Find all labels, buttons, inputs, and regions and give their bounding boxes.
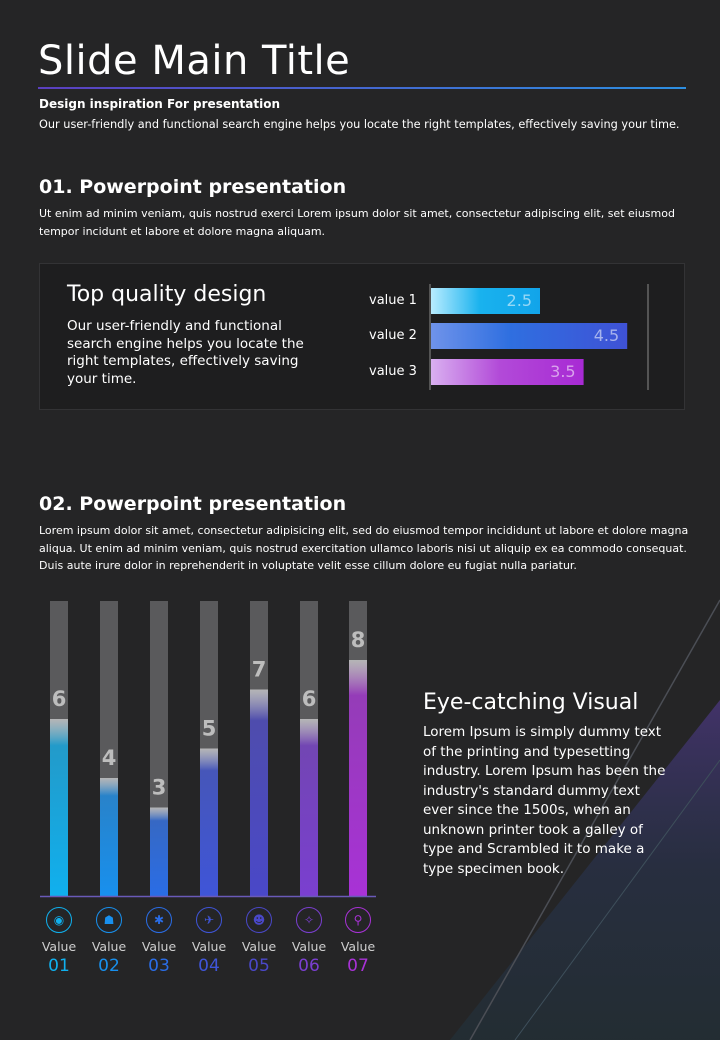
vbar-category-1: 01 <box>48 956 70 976</box>
card-text: Our user-friendly and functional search … <box>67 318 304 387</box>
hbar-value-1: 2.5 <box>506 291 532 310</box>
title-underline <box>38 87 686 89</box>
hbar-2 <box>431 323 628 349</box>
vbar-7 <box>349 660 367 896</box>
vbar-4 <box>200 748 218 896</box>
rocket-icon: ⚲ <box>345 907 371 933</box>
vbar-caption-7: Value <box>340 939 376 954</box>
vbar-value-7: 8 <box>351 628 366 652</box>
hbar-value-2: 4.5 <box>593 326 620 345</box>
section2-title: 02. Powerpoint presentation <box>39 493 347 515</box>
vbar-6 <box>300 719 318 896</box>
vbar-2 <box>100 778 118 896</box>
vbar-1 <box>50 719 68 896</box>
section1-text: Ut enim ad minim veniam, quis nostrud ex… <box>39 207 675 238</box>
vbar-value-6: 6 <box>302 687 317 711</box>
hbar-value-3: 3.5 <box>550 362 576 381</box>
vbar-caption-5: Value <box>241 939 277 954</box>
page-subtitle: Design inspiration For presentation <box>39 97 280 111</box>
vbar-value-3: 3 <box>152 776 167 800</box>
vbar-value-5: 7 <box>252 658 267 682</box>
hbar-label-1: value 1 <box>369 293 417 308</box>
hbar-label-2: value 2 <box>369 328 417 343</box>
vbar-3 <box>150 807 168 896</box>
vbar-value-4: 5 <box>202 717 217 741</box>
vbar-category-5: 05 <box>248 956 270 976</box>
section2-text: Lorem ipsum dolor sit amet, consectetur … <box>39 524 689 572</box>
hbar-1 <box>431 288 540 314</box>
vbar-caption-2: Value <box>91 939 127 954</box>
visual-title: Eye-catching Visual <box>423 690 639 715</box>
vbar-category-7: 07 <box>347 956 369 976</box>
visual-text: Lorem Ipsum is simply dummy text of the … <box>423 724 666 877</box>
robot-icon: ☗ <box>96 907 122 933</box>
vbar-category-3: 03 <box>148 956 170 976</box>
vbar-value-2: 4 <box>102 746 117 770</box>
eye-icon: ◉ <box>46 907 72 933</box>
vbar-caption-1: Value <box>41 939 77 954</box>
vbar-caption-6: Value <box>291 939 327 954</box>
vbar-category-2: 02 <box>98 956 120 976</box>
vbar-category-6: 06 <box>298 956 320 976</box>
vbar-5 <box>250 689 268 896</box>
alien-icon: ☻ <box>246 907 272 933</box>
hbar-3 <box>431 359 584 385</box>
hbar-label-3: value 3 <box>369 364 417 379</box>
vbar-caption-4: Value <box>191 939 227 954</box>
vbar-caption-3: Value <box>141 939 177 954</box>
card-title: Top quality design <box>67 282 267 307</box>
plane-icon: ✈ <box>196 907 222 933</box>
vbar-value-1: 6 <box>52 687 67 711</box>
section1-title: 01. Powerpoint presentation <box>39 176 347 198</box>
satellite-icon: ✱ <box>146 907 172 933</box>
constellation-icon: ✧ <box>296 907 322 933</box>
vbar-category-4: 04 <box>198 956 220 976</box>
page-title: Slide Main Title <box>38 38 351 84</box>
intro-text: Our user-friendly and functional search … <box>39 118 680 131</box>
